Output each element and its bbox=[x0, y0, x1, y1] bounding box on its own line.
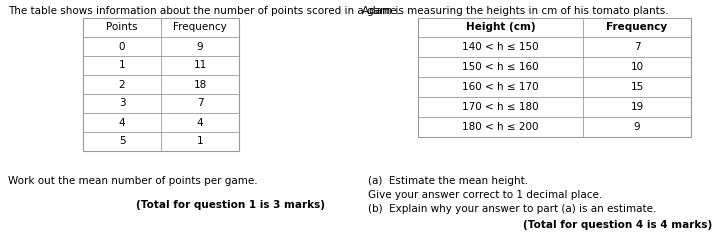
Text: 10: 10 bbox=[631, 62, 644, 72]
Text: Give your answer correct to 1 decimal place.: Give your answer correct to 1 decimal pl… bbox=[368, 190, 602, 200]
Text: 18: 18 bbox=[194, 80, 207, 90]
Text: (Total for question 4 is 4 marks): (Total for question 4 is 4 marks) bbox=[523, 220, 712, 230]
Bar bbox=[83, 18, 239, 151]
Text: 7: 7 bbox=[634, 42, 640, 52]
Text: 180 < h ≤ 200: 180 < h ≤ 200 bbox=[462, 122, 539, 132]
Text: 7: 7 bbox=[197, 98, 203, 109]
Text: Frequency: Frequency bbox=[606, 23, 667, 32]
Text: 140 < h ≤ 150: 140 < h ≤ 150 bbox=[462, 42, 539, 52]
Text: Points: Points bbox=[107, 23, 138, 32]
Text: 4: 4 bbox=[197, 118, 203, 127]
Bar bbox=[418, 18, 691, 137]
Text: 9: 9 bbox=[197, 41, 203, 52]
Text: 1: 1 bbox=[197, 136, 203, 147]
Text: Adam is measuring the heights in cm of his tomato plants.: Adam is measuring the heights in cm of h… bbox=[362, 6, 669, 16]
Text: 150 < h ≤ 160: 150 < h ≤ 160 bbox=[462, 62, 539, 72]
Text: 5: 5 bbox=[119, 136, 125, 147]
Text: Frequency: Frequency bbox=[173, 23, 227, 32]
Text: (Total for question 1 is 3 marks): (Total for question 1 is 3 marks) bbox=[136, 200, 325, 210]
Text: 3: 3 bbox=[119, 98, 125, 109]
Text: (b)  Explain why your answer to part (a) is an estimate.: (b) Explain why your answer to part (a) … bbox=[368, 204, 657, 214]
Text: 2: 2 bbox=[119, 80, 125, 90]
Text: 11: 11 bbox=[194, 61, 207, 70]
Text: (a)  Estimate the mean height.: (a) Estimate the mean height. bbox=[368, 176, 528, 186]
Text: Work out the mean number of points per game.: Work out the mean number of points per g… bbox=[8, 176, 258, 186]
Text: 160 < h ≤ 170: 160 < h ≤ 170 bbox=[462, 82, 539, 92]
Text: 15: 15 bbox=[631, 82, 644, 92]
Text: 0: 0 bbox=[119, 41, 125, 52]
Text: 4: 4 bbox=[119, 118, 125, 127]
Text: 9: 9 bbox=[634, 122, 640, 132]
Text: 19: 19 bbox=[631, 102, 644, 112]
Text: 170 < h ≤ 180: 170 < h ≤ 180 bbox=[462, 102, 539, 112]
Text: The table shows information about the number of points scored in a game.: The table shows information about the nu… bbox=[8, 6, 400, 16]
Text: Height (cm): Height (cm) bbox=[466, 23, 535, 32]
Text: 1: 1 bbox=[119, 61, 125, 70]
